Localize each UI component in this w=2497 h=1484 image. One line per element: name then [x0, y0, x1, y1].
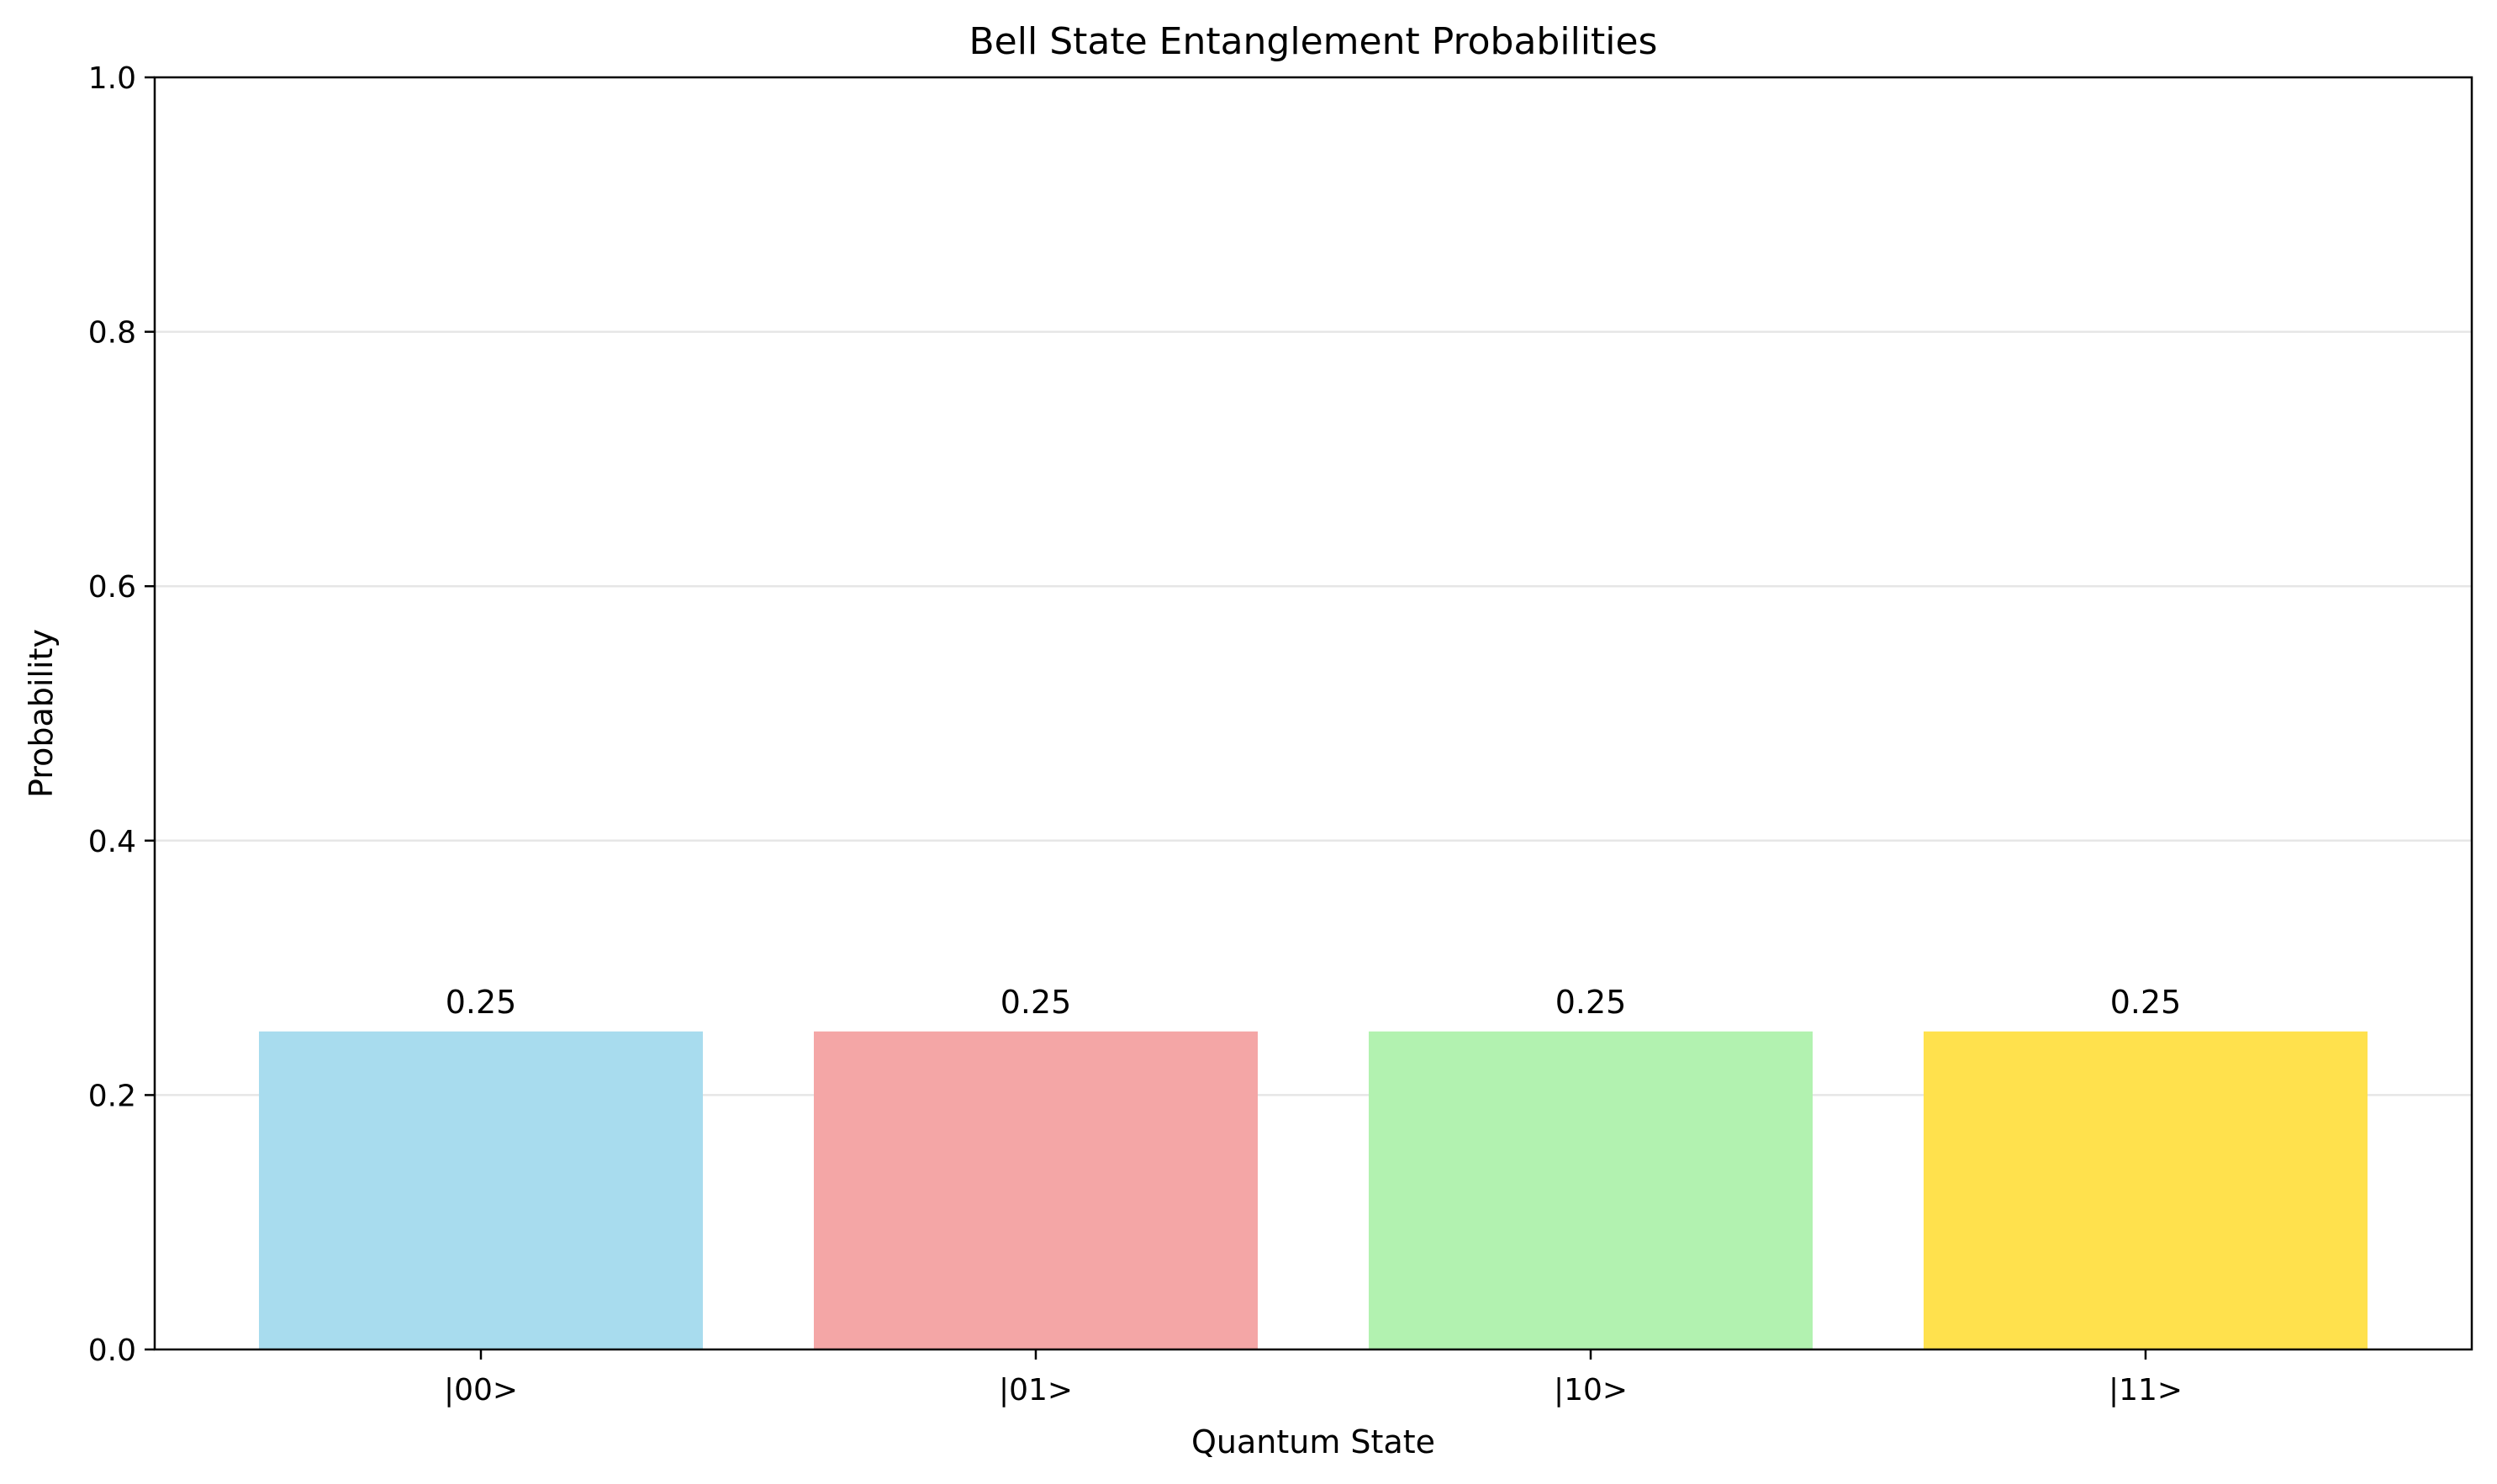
y-tick-label: 0.6: [88, 570, 136, 605]
data-label: 0.25: [1555, 984, 1627, 1021]
grid-lines: [155, 330, 2472, 1096]
data-labels: 0.25 0.25 0.25 0.25: [446, 984, 2182, 1021]
bar: [1369, 1031, 1813, 1349]
bar: [1924, 1031, 2368, 1349]
x-axis-label: Quantum State: [1191, 1423, 1435, 1460]
data-label: 0.25: [2110, 984, 2182, 1021]
data-label: 0.25: [1000, 984, 1072, 1021]
y-tick-label: 1.0: [88, 61, 136, 96]
y-axis-label: Probability: [23, 629, 60, 798]
chart-title: Bell State Entanglement Probabilities: [969, 20, 1658, 63]
data-label: 0.25: [446, 984, 517, 1021]
y-tick-label: 0.0: [88, 1333, 136, 1368]
bar: [259, 1031, 703, 1349]
x-tick-label: |11>: [2109, 1373, 2183, 1407]
bars: [259, 1031, 2368, 1349]
y-tick-label: 0.8: [88, 316, 136, 351]
x-tick-label: |10>: [1554, 1373, 1628, 1407]
x-tick-label: |01>: [999, 1373, 1073, 1407]
x-axis-ticks: |00> |01> |10> |11>: [444, 1349, 2183, 1407]
y-axis-ticks: 0.0 0.2 0.4 0.6 0.8 1.0: [88, 61, 155, 1368]
bar: [814, 1031, 1258, 1349]
y-tick-label: 0.2: [88, 1079, 136, 1113]
y-tick-label: 0.4: [88, 825, 136, 859]
plot-frame: [153, 76, 2473, 1351]
x-tick-label: |00>: [444, 1373, 518, 1407]
